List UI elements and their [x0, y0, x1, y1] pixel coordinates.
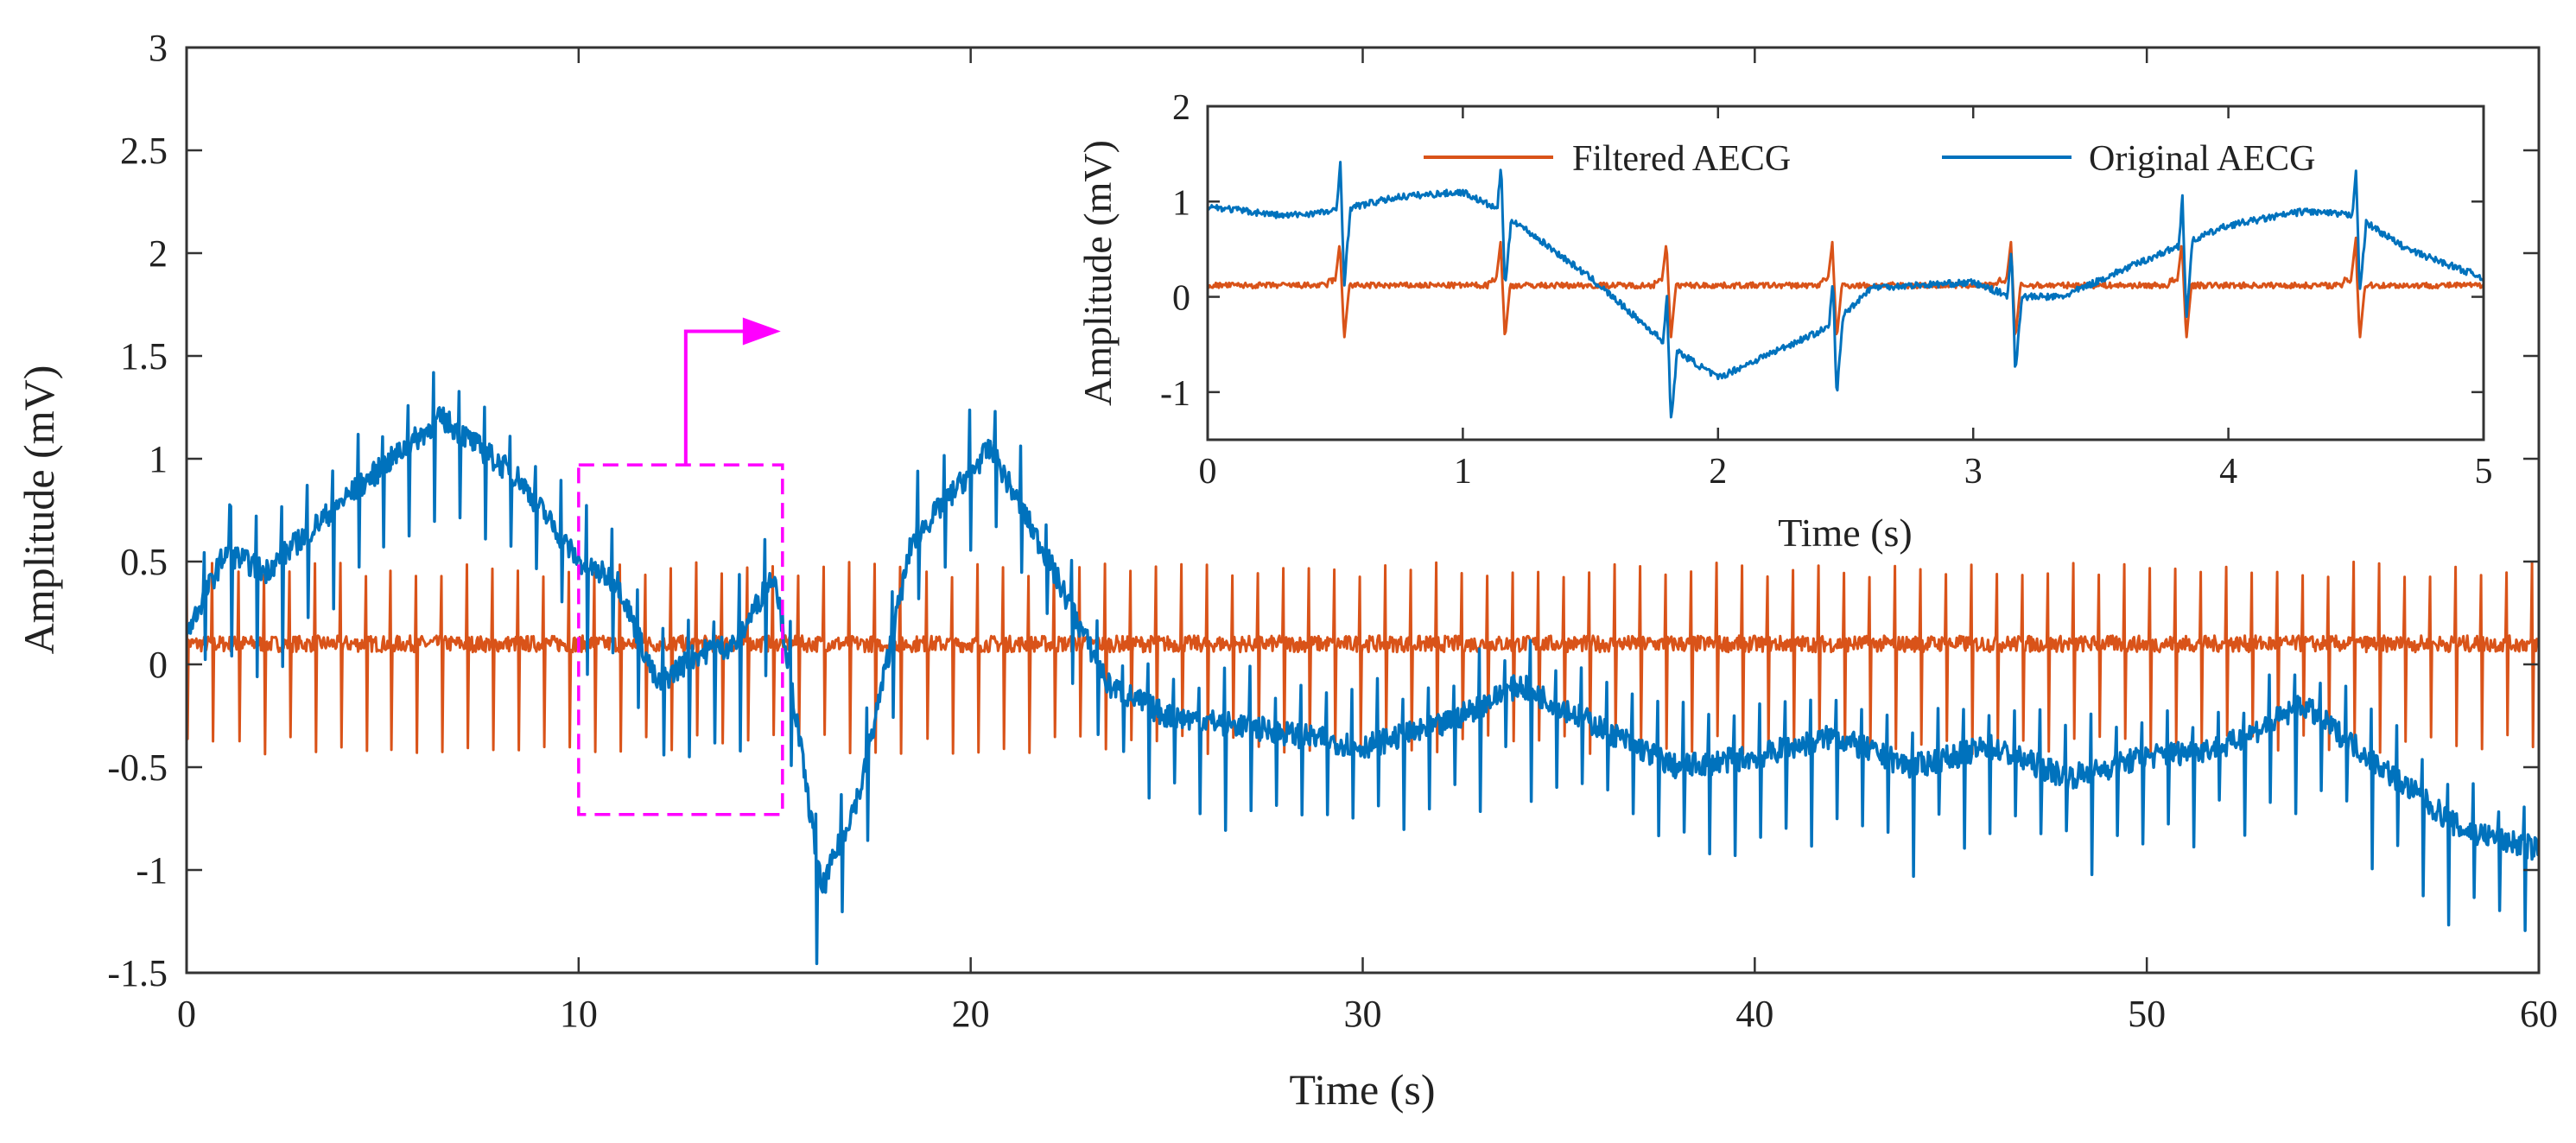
zoom-arrow-head [742, 317, 781, 346]
inset-legend: Filtered AECG Original AECG [1424, 139, 2315, 179]
zoom-arrow-line [683, 329, 757, 466]
inset-x-tick-label: 4 [2219, 452, 2237, 492]
main-chart: 0 10 20 30 40 50 60-1.5-1-0.500.511.522.53 Tim… [15, 27, 2558, 1114]
main-y-tick-label: 2 [149, 232, 168, 275]
main-x-tick-label: 50 [2128, 993, 2166, 1035]
main-y-tick-label: 1.5 [120, 335, 168, 378]
main-y-tick-label: -1.5 [107, 952, 168, 994]
inset-series-filtered-aecg-line [1208, 236, 2484, 339]
inset-y-axis-label: Amplitude (mV) [1075, 140, 1120, 406]
inset-x-tick-label: 3 [1964, 452, 1983, 492]
inset-x-tick-label: 5 [2475, 452, 2493, 492]
legend-label-original: Original AECG [2089, 139, 2315, 179]
series-original-aecg-line [187, 371, 2539, 966]
main-y-tick-label: -0.5 [107, 746, 168, 789]
zoom-region-box [577, 463, 784, 816]
zoom-indicator [577, 317, 784, 816]
main-y-tick-label: 3 [149, 27, 168, 69]
main-x-tick-label: 10 [560, 993, 598, 1035]
main-y-tick-label: 2.5 [120, 130, 168, 172]
inset-series-original-aecg-line [1208, 161, 2484, 419]
inset-series-group [1208, 161, 2484, 419]
inset-background [1208, 106, 2484, 440]
main-x-tick-label: 0 [177, 993, 196, 1035]
inset-y-tick-label: -1 [1160, 374, 1190, 414]
main-x-tick-label: 40 [1735, 993, 1773, 1035]
main-y-tick-label: -1 [136, 849, 168, 892]
main-x-tick-label: 20 [952, 993, 990, 1035]
inset-x-tick-label: 1 [1454, 452, 1472, 492]
inset-y-tick-label: 2 [1172, 88, 1190, 128]
inset-x-tick-label: 2 [1709, 452, 1727, 492]
main-y-tick-label: 0 [149, 644, 168, 686]
main-y-axis-label: Amplitude (mV) [15, 365, 63, 655]
legend-label-filtered: Filtered AECG [1572, 139, 1791, 179]
inset-y-tick-label: 0 [1172, 279, 1190, 319]
main-y-tick-label: 0.5 [120, 541, 168, 583]
inset-axes-box [1206, 105, 2485, 441]
inset-y-tick-label: 1 [1172, 183, 1190, 223]
main-x-tick-label: 30 [1344, 993, 1382, 1035]
main-ticks-group: 0 10 20 30 40 50 60-1.5-1-0.500.511.522.53 [107, 27, 2558, 1035]
main-x-tick-label: 60 [2520, 993, 2558, 1035]
main-x-axis-label: Time (s) [1289, 1065, 1435, 1114]
inset-x-axis-label: Time (s) [1778, 511, 1913, 555]
inset-x-tick-label: 0 [1199, 452, 1217, 492]
main-y-tick-label: 1 [149, 438, 168, 480]
